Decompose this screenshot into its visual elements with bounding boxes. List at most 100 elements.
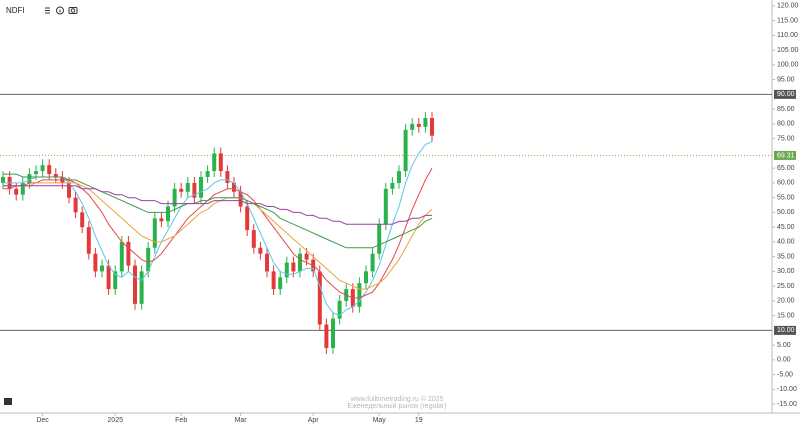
candle-body — [370, 253, 375, 272]
candle-body — [416, 123, 421, 127]
y-tick-label: 30.00 — [777, 268, 795, 275]
candle-body — [199, 177, 203, 198]
candle-body — [430, 118, 434, 136]
y-tick-label: 40.00 — [777, 239, 795, 246]
candle-body — [251, 230, 256, 248]
y-tick-label: 75.00 — [777, 135, 795, 142]
candle-body — [410, 123, 415, 130]
candle-body — [271, 271, 276, 290]
candle-body — [34, 171, 38, 175]
watermark: Еженедельный рынок (regular) — [347, 402, 446, 410]
y-tick-label: 45.00 — [777, 224, 795, 231]
last-price-label: 69.31 — [777, 152, 795, 159]
candle-body — [291, 262, 296, 272]
candle-body — [225, 171, 230, 183]
candle-body — [278, 277, 283, 290]
y-tick-label: 120.00 — [777, 3, 799, 10]
candle-body — [179, 188, 184, 192]
level-label-box — [774, 89, 796, 99]
chart-title: NDFI — [6, 6, 25, 15]
y-tick-label: -10.00 — [777, 386, 797, 393]
candle-body — [80, 212, 85, 228]
candle-body — [185, 182, 190, 192]
candle-body — [53, 174, 58, 177]
candle-body — [238, 191, 243, 207]
x-tick-label: Dec — [36, 417, 49, 424]
y-tick-label: 20.00 — [777, 298, 795, 305]
y-tick-label: 55.00 — [777, 194, 795, 201]
y-tick-label: 5.00 — [777, 342, 791, 349]
candle-body — [152, 218, 157, 248]
y-tick-label: 105.00 — [777, 47, 799, 54]
candle-body — [47, 165, 52, 175]
candle-body — [166, 206, 170, 222]
candle-body — [119, 241, 124, 272]
candle-body — [73, 197, 78, 213]
candle-body — [324, 324, 329, 349]
y-tick-label: 0.00 — [777, 357, 791, 364]
y-tick-label: 100.00 — [777, 62, 799, 69]
candle-body — [331, 318, 335, 349]
moving-average-line — [3, 173, 433, 249]
candle-body — [205, 171, 210, 177]
candle-body — [284, 262, 289, 278]
level-label: 90.00 — [777, 91, 795, 98]
candle-body — [317, 271, 322, 325]
y-tick-label: 110.00 — [777, 32, 798, 39]
candle-body — [397, 171, 401, 183]
candle-body — [113, 271, 118, 290]
candle-body — [27, 174, 32, 183]
candle-body — [364, 271, 368, 284]
candle-body — [298, 253, 302, 272]
candle-body — [93, 253, 98, 272]
y-tick-label: 85.00 — [777, 106, 795, 113]
candle-body — [390, 182, 395, 189]
moving-average-line — [3, 182, 433, 290]
candle-body — [1, 177, 5, 183]
candle-body — [304, 253, 309, 260]
y-tick-label: 50.00 — [777, 209, 795, 216]
candle-body — [337, 300, 342, 319]
watermark: www.fulltimetrading.ru © 2025 — [349, 395, 443, 403]
candle-body — [159, 218, 164, 222]
x-tick-label: 2025 — [107, 417, 123, 424]
y-tick-label: 95.00 — [777, 76, 795, 83]
candle-body — [40, 165, 45, 172]
candle-body — [218, 153, 223, 172]
candle-body — [423, 118, 428, 127]
candle-body — [192, 182, 197, 198]
candle-body — [232, 182, 236, 192]
x-tick-label: May — [373, 417, 387, 424]
candle-body — [245, 206, 250, 231]
candle-body — [172, 188, 177, 207]
x-tick-label: Feb — [175, 417, 187, 424]
y-tick-label: 35.00 — [777, 253, 795, 260]
y-tick-label: 65.00 — [777, 165, 795, 172]
candle-body — [126, 241, 131, 266]
y-tick-label: 115.00 — [777, 17, 798, 24]
logo-icon — [4, 398, 12, 405]
level-label-box — [774, 325, 796, 335]
toolbar-icons[interactable] — [45, 6, 78, 15]
candle-body — [139, 271, 144, 304]
x-tick-label: 19 — [415, 417, 423, 424]
y-tick-label: 80.00 — [777, 121, 795, 128]
y-tick-label: 60.00 — [777, 180, 795, 187]
candle-body — [100, 265, 104, 272]
candle-body — [357, 283, 362, 307]
x-tick-label: Mar — [235, 417, 248, 424]
y-tick-label: -5.00 — [777, 371, 793, 378]
candle-body — [14, 188, 19, 195]
moving-average-line — [3, 185, 432, 225]
moving-average-line — [3, 141, 433, 317]
candle-body — [212, 153, 217, 172]
y-tick-label: 25.00 — [777, 283, 795, 290]
candle-body — [377, 224, 382, 254]
candle-body — [403, 129, 408, 172]
last-price-box — [774, 150, 796, 160]
y-tick-label: 15.00 — [777, 312, 795, 319]
candle-body — [146, 247, 151, 272]
